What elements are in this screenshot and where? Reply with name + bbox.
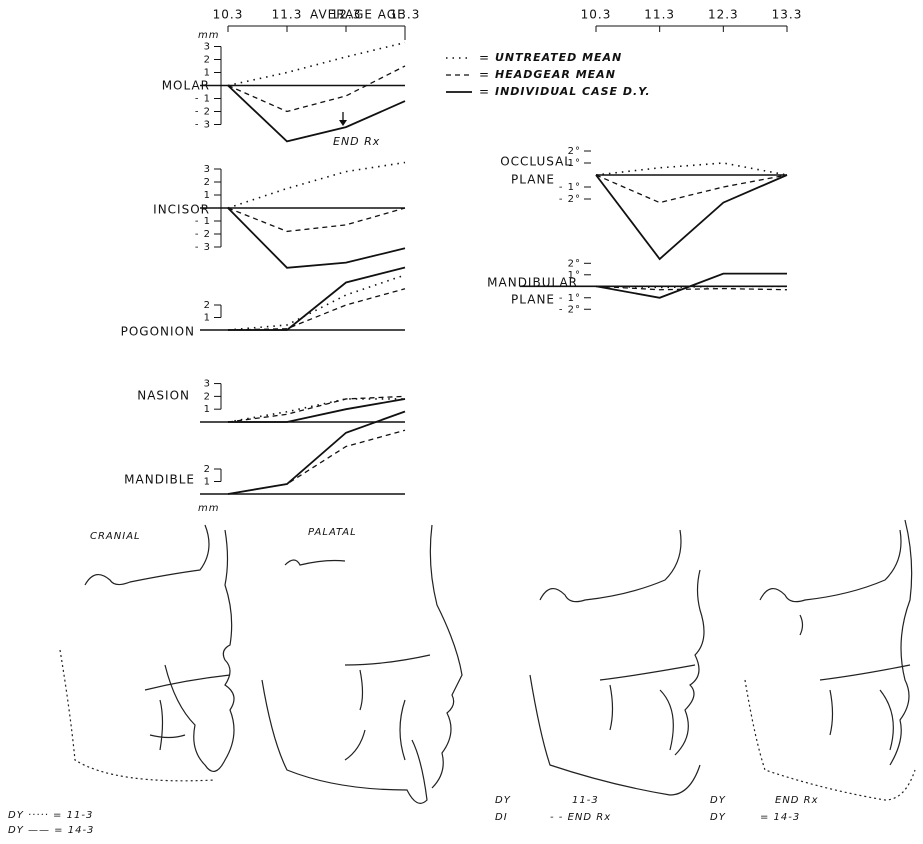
annotation: END Rx bbox=[333, 135, 380, 148]
series-line bbox=[228, 268, 405, 331]
x-tick-label: 12.3 bbox=[331, 8, 362, 22]
series-line bbox=[228, 399, 405, 422]
figure: AVERAGE AGE CRANIAL PALATAL DY ····· = 1… bbox=[0, 0, 923, 844]
tracing-caption: CRANIAL bbox=[90, 531, 141, 542]
series-line bbox=[228, 399, 405, 422]
tracing-note: DY bbox=[495, 795, 511, 806]
tracing-note: 11-3 bbox=[572, 795, 599, 806]
x-tick-label: 13.3 bbox=[772, 8, 803, 22]
y-tick-label: - 3 bbox=[195, 242, 211, 253]
x-tick-label: 11.3 bbox=[272, 8, 303, 22]
y-tick-label: - 1° bbox=[559, 293, 581, 304]
y-tick-label: 2 bbox=[204, 55, 211, 66]
y-tick-label: 2° bbox=[568, 258, 581, 269]
series-line bbox=[228, 66, 405, 112]
y-tick-label: 1° bbox=[568, 158, 581, 169]
y-tick-label: - 2 bbox=[195, 107, 211, 118]
y-tick-label: 1 bbox=[204, 190, 211, 201]
chart-title: INCISOR bbox=[153, 203, 210, 217]
y-tick-label: - 1 bbox=[195, 94, 211, 105]
y-tick-label: 2 bbox=[204, 464, 211, 475]
y-axis-label: mm bbox=[198, 503, 219, 514]
y-tick-label: 1 bbox=[204, 68, 211, 79]
y-tick-label: 2 bbox=[204, 391, 211, 402]
legend-label: UNTREATED MEAN bbox=[495, 51, 622, 64]
tracing-note: END Rx bbox=[775, 795, 819, 806]
legend-eq: = bbox=[479, 51, 490, 65]
y-tick-label: 1 bbox=[204, 313, 211, 324]
series-line bbox=[228, 163, 405, 209]
chart-title: PLANE bbox=[511, 293, 555, 307]
tracings bbox=[60, 520, 915, 803]
chart-title: NASION bbox=[137, 389, 190, 403]
y-tick-label: 3 bbox=[204, 379, 211, 390]
series-line bbox=[596, 163, 787, 175]
y-tick-label: 1° bbox=[568, 270, 581, 281]
tracing-note: DY bbox=[710, 795, 726, 806]
x-tick-label: 10.3 bbox=[581, 8, 612, 22]
tracing-note: = 14-3 bbox=[760, 812, 800, 823]
y-tick-label: - 1 bbox=[195, 216, 211, 227]
y-tick-label: 1 bbox=[204, 477, 211, 488]
chart-title: POGONION bbox=[121, 325, 195, 339]
chart-title: MOLAR bbox=[162, 79, 210, 93]
y-axis-label: mm bbox=[198, 30, 219, 41]
legend-label: INDIVIDUAL CASE D.Y. bbox=[495, 85, 651, 98]
y-tick-label: - 2° bbox=[559, 194, 581, 205]
tracing-caption: PALATAL bbox=[308, 527, 357, 538]
tracing-note: DY —— = 14-3 bbox=[8, 825, 94, 836]
x-tick-label: 12.3 bbox=[708, 8, 739, 22]
tracing-note: DY ····· = 11-3 bbox=[8, 810, 93, 821]
series-line bbox=[228, 208, 405, 268]
tracing-note: - - END Rx bbox=[550, 812, 611, 823]
x-tick-label: 10.3 bbox=[213, 8, 244, 22]
x-tick-label: 13.3 bbox=[390, 8, 421, 22]
legend-eq: = bbox=[479, 85, 490, 99]
y-tick-label: 1 bbox=[204, 404, 211, 415]
y-tick-label: 3 bbox=[204, 164, 211, 175]
chart-title: OCCLUSAL bbox=[500, 155, 572, 169]
series-line bbox=[228, 208, 405, 231]
y-tick-label: 3 bbox=[204, 42, 211, 53]
y-tick-label: - 2° bbox=[559, 304, 581, 315]
series-line bbox=[228, 289, 405, 330]
y-tick-label: - 1° bbox=[559, 182, 581, 193]
chart-title: MANDIBULAR bbox=[487, 276, 578, 290]
y-tick-label: - 3 bbox=[195, 120, 211, 131]
tracing-note: DI bbox=[495, 812, 508, 823]
y-tick-label: - 2 bbox=[195, 229, 211, 240]
x-tick-label: 11.3 bbox=[644, 8, 675, 22]
chart-title: PLANE bbox=[511, 173, 555, 187]
y-tick-label: 2 bbox=[204, 300, 211, 311]
legend-label: HEADGEAR MEAN bbox=[495, 68, 616, 81]
y-tick-label: 2 bbox=[204, 177, 211, 188]
series-line bbox=[228, 275, 405, 330]
tracing-note: DY bbox=[710, 812, 726, 823]
annotation-arrowhead bbox=[339, 120, 347, 126]
series-line bbox=[228, 86, 405, 142]
legend-eq: = bbox=[479, 68, 490, 82]
y-tick-label: 2° bbox=[568, 146, 581, 157]
chart-title: MANDIBLE bbox=[124, 473, 195, 487]
series-line bbox=[228, 430, 405, 494]
series-line bbox=[228, 412, 405, 495]
series-line bbox=[596, 175, 787, 203]
